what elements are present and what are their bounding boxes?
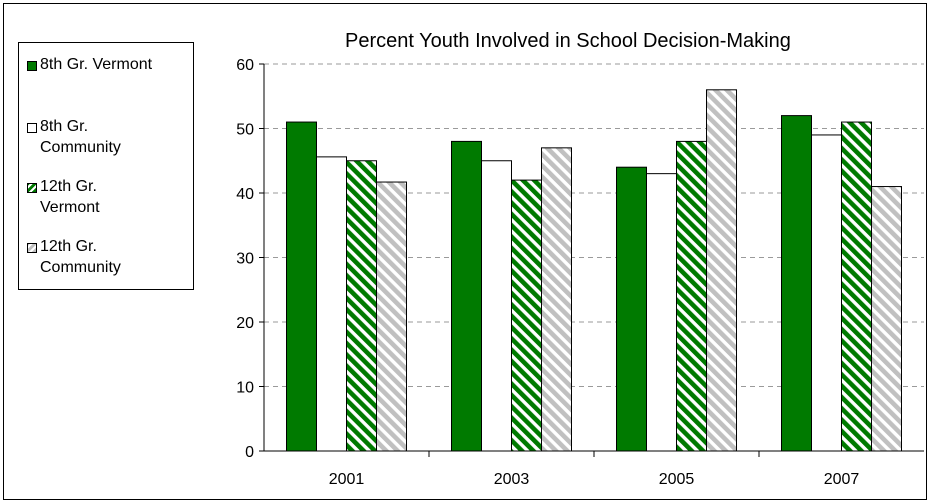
bar bbox=[676, 140, 707, 452]
legend-item: 8th Gr. Community bbox=[27, 118, 177, 158]
bar bbox=[511, 179, 542, 452]
bar bbox=[541, 147, 572, 452]
bar bbox=[376, 181, 407, 452]
x-tick-label: 2003 bbox=[494, 471, 530, 488]
y-tick-label: 40 bbox=[236, 186, 254, 203]
bar bbox=[451, 140, 482, 452]
legend-item: 12th Gr. Vermont bbox=[27, 178, 147, 218]
bar bbox=[781, 115, 812, 452]
x-tick-label: 2001 bbox=[329, 471, 365, 488]
legend-swatch bbox=[27, 61, 37, 71]
legend-label: 8th Gr. Vermont bbox=[40, 56, 153, 73]
legend: 8th Gr. Vermont 8th Gr. Community 12th G… bbox=[18, 42, 194, 290]
legend-label: 12th Gr. Vermont bbox=[40, 178, 100, 216]
legend-swatch bbox=[27, 243, 37, 253]
legend-label: 12th Gr. Community bbox=[40, 238, 121, 276]
bar bbox=[316, 156, 347, 452]
y-tick-label: 60 bbox=[236, 57, 254, 74]
bar bbox=[871, 186, 902, 452]
legend-label: 8th Gr. Community bbox=[40, 118, 121, 156]
y-tick-label: 20 bbox=[236, 315, 254, 332]
legend-swatch bbox=[27, 183, 37, 193]
legend-item: 8th Gr. Vermont bbox=[27, 56, 153, 75]
bar bbox=[706, 89, 737, 452]
bar bbox=[811, 134, 842, 452]
x-tick-label: 2007 bbox=[824, 471, 860, 488]
y-tick-label: 30 bbox=[236, 251, 254, 268]
y-tick-label: 50 bbox=[236, 122, 254, 139]
y-tick-label: 10 bbox=[236, 380, 254, 397]
bar bbox=[346, 160, 377, 452]
legend-item: 12th Gr. Community bbox=[27, 238, 177, 278]
chart-title: Percent Youth Involved in School Decisio… bbox=[345, 30, 791, 52]
bars bbox=[286, 89, 902, 452]
bar bbox=[481, 160, 512, 452]
bar bbox=[841, 121, 872, 452]
legend-swatch bbox=[27, 123, 37, 133]
y-tick-label: 0 bbox=[245, 444, 254, 461]
axes: 0 10 20 30 40 50 60 2001 2003 2005 2007 bbox=[236, 57, 924, 488]
x-tick-label: 2005 bbox=[659, 471, 695, 488]
bar bbox=[616, 166, 647, 452]
bar bbox=[286, 121, 317, 452]
bar bbox=[646, 173, 677, 452]
